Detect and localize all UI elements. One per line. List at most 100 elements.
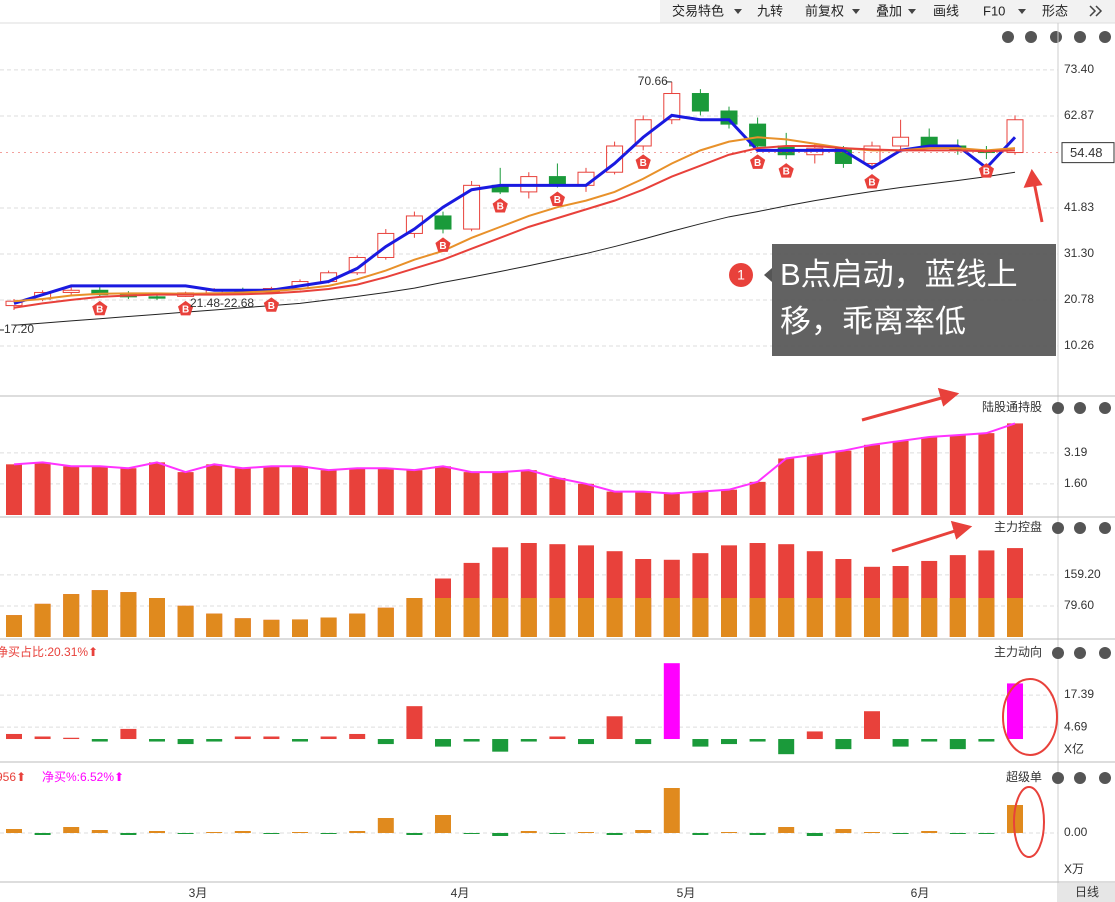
toolbar-item[interactable]: 叠加 <box>876 3 902 18</box>
period-bg[interactable] <box>1059 883 1115 902</box>
bar <box>263 736 280 740</box>
panel-icon[interactable] <box>1052 522 1064 534</box>
bar <box>1007 423 1023 515</box>
panel-title: 超级单 <box>1006 769 1042 784</box>
bar <box>635 598 652 637</box>
bar <box>492 739 509 752</box>
dropdown-icon[interactable] <box>908 9 916 14</box>
settings[interactable] <box>1050 31 1062 43</box>
arrow-head <box>1023 168 1043 188</box>
y-tick-label: 0.00 <box>1064 825 1088 839</box>
callout-badge <box>729 263 753 287</box>
zoom-out[interactable] <box>1025 31 1037 43</box>
y-tick-label: 79.60 <box>1064 598 1094 612</box>
signal-label: B <box>983 167 990 178</box>
bar <box>120 833 137 835</box>
panel-icon[interactable] <box>1099 772 1111 784</box>
bar <box>978 739 995 742</box>
bar <box>778 739 795 755</box>
bar <box>349 831 366 833</box>
bar <box>206 832 223 833</box>
bar <box>1007 683 1023 740</box>
dropdown-icon[interactable] <box>852 9 860 14</box>
y-tick-label: 73.40 <box>1064 62 1094 76</box>
bar <box>806 833 823 836</box>
zoom-in[interactable] <box>1002 31 1014 43</box>
toolbar-item[interactable]: 前复权 <box>805 3 844 18</box>
dropdown-icon[interactable] <box>734 9 742 14</box>
low-label: 17.20 <box>4 322 34 336</box>
bar <box>234 831 251 833</box>
bar <box>63 737 80 740</box>
bar <box>34 462 51 515</box>
bar <box>292 832 308 833</box>
bar <box>234 618 251 637</box>
bar <box>635 830 652 833</box>
toolbar-item[interactable]: 形态 <box>1042 3 1068 18</box>
bar <box>835 739 852 750</box>
callout-text: B点启动，蓝线上 <box>780 257 1018 292</box>
bar <box>778 827 795 833</box>
value-line <box>13 422 1016 495</box>
panel-icon[interactable] <box>1052 772 1064 784</box>
signal-label: B <box>640 158 647 169</box>
signal-marker <box>492 198 508 213</box>
panel-icon[interactable] <box>1052 647 1064 659</box>
candle-body <box>749 123 767 147</box>
signal-marker <box>978 163 995 178</box>
bar <box>177 472 194 515</box>
more-icon[interactable] <box>1089 5 1103 17</box>
panel-icon[interactable] <box>1074 522 1086 534</box>
bar <box>320 736 337 740</box>
toolbar-item[interactable]: 画线 <box>933 3 959 18</box>
period-label[interactable]: 日线 <box>1075 885 1099 899</box>
last-price-label: 54.48 <box>1070 145 1103 160</box>
panel-icon[interactable] <box>1099 522 1111 534</box>
panel-icon[interactable] <box>1074 772 1086 784</box>
bar <box>692 491 709 515</box>
bar <box>806 598 823 637</box>
bar <box>149 739 165 742</box>
bar <box>435 598 451 637</box>
panel-icon[interactable] <box>1052 402 1064 414</box>
toolbar-item[interactable]: F10 <box>983 3 1005 18</box>
y-tick-label: 41.83 <box>1064 200 1094 214</box>
bar <box>978 598 995 637</box>
bar <box>206 464 223 515</box>
x-label: 6月 <box>911 886 930 900</box>
y-tick-label: 20.78 <box>1064 292 1094 306</box>
y-tick-label: 4.69 <box>1064 719 1088 733</box>
help[interactable] <box>1074 31 1086 43</box>
panel-icon[interactable] <box>1099 402 1111 414</box>
callout-text: 移，乖离率低 <box>780 304 966 339</box>
bar <box>492 598 509 637</box>
dropdown-icon[interactable] <box>1018 9 1026 14</box>
signal-label: B <box>783 167 790 178</box>
panel-icon[interactable] <box>1099 647 1111 659</box>
signal-marker <box>435 237 451 252</box>
bar <box>149 831 165 833</box>
bar <box>892 598 909 637</box>
bar <box>549 736 566 740</box>
signal-marker <box>778 163 794 178</box>
toolbar-item[interactable]: 交易特色 <box>672 3 724 18</box>
signal-marker <box>177 300 194 316</box>
close[interactable] <box>1099 31 1111 43</box>
bar <box>149 598 165 637</box>
signal-label: B <box>182 305 189 316</box>
bar <box>835 450 852 515</box>
bar <box>749 739 766 742</box>
bar <box>234 468 251 515</box>
signal-marker <box>749 154 766 169</box>
panel-icon[interactable] <box>1074 402 1086 414</box>
toolbar-item[interactable]: 九转 <box>757 3 783 18</box>
candle-body <box>720 110 738 125</box>
bar <box>406 598 423 637</box>
bar <box>978 433 995 515</box>
bar <box>177 605 194 637</box>
signal-label: B <box>96 304 103 315</box>
bar <box>835 829 852 833</box>
bar <box>177 833 194 834</box>
bar <box>177 739 194 745</box>
panel-icon[interactable] <box>1074 647 1086 659</box>
